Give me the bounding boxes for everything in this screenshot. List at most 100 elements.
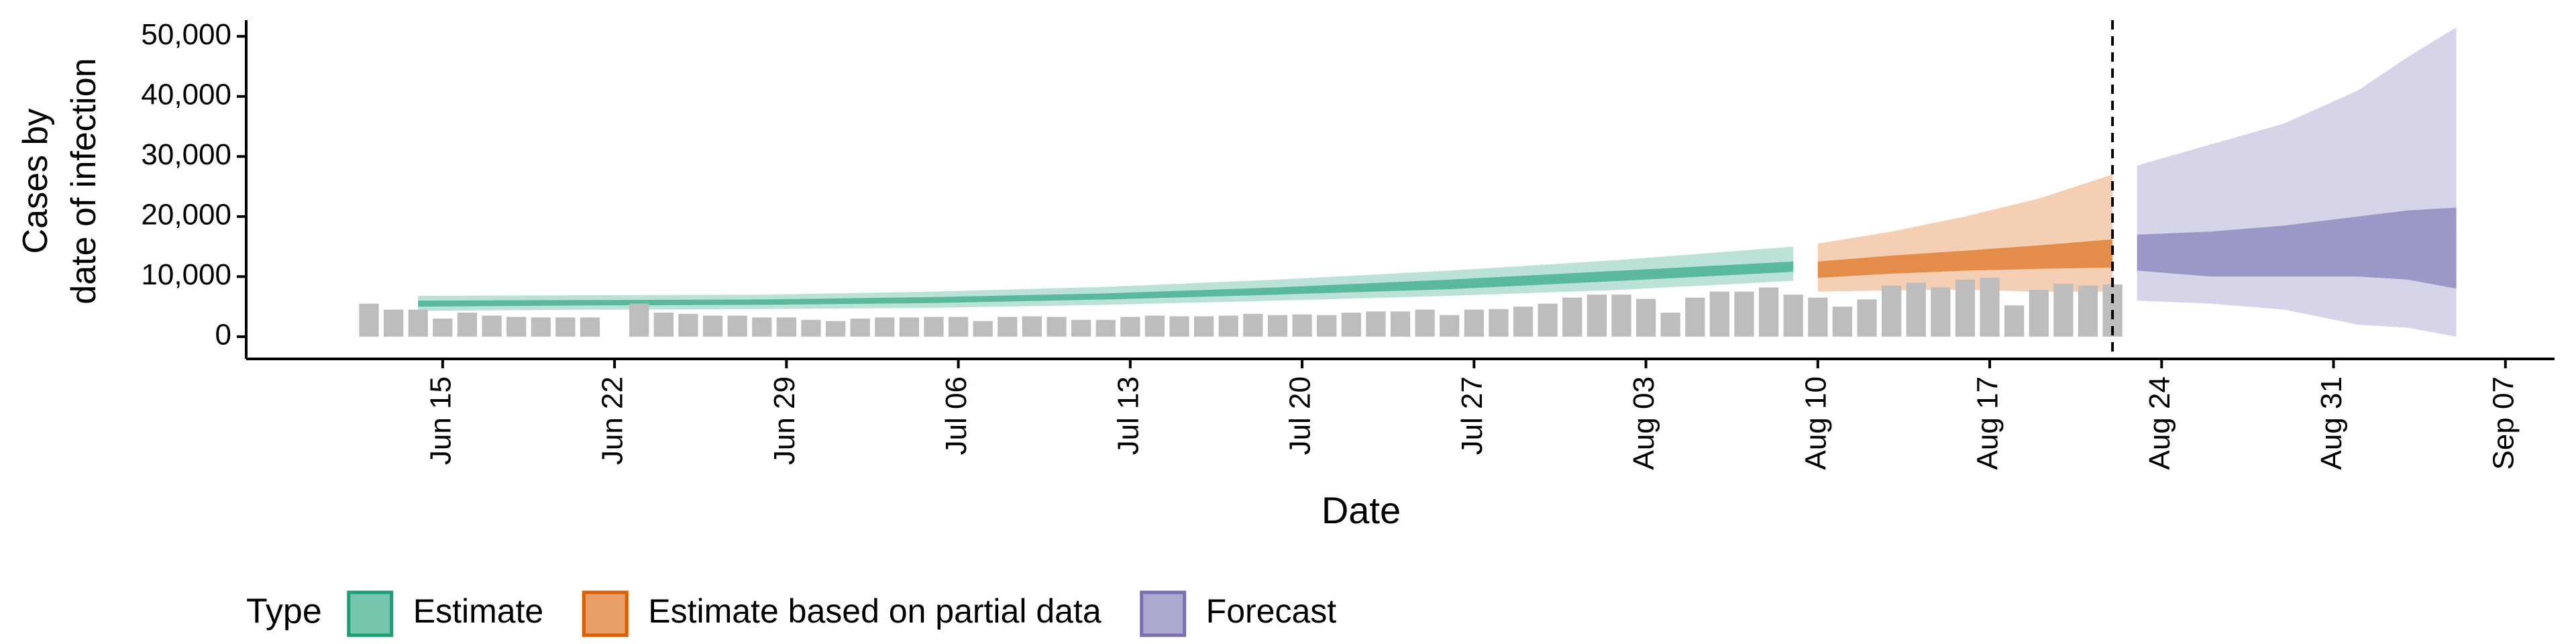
bar (973, 321, 993, 337)
bar (1758, 287, 1779, 337)
bar (875, 317, 895, 337)
bar (1071, 319, 1091, 337)
legend-key (1140, 590, 1187, 637)
ribbon-band (2137, 207, 2457, 289)
bar (1144, 315, 1165, 337)
bar (850, 319, 870, 337)
bar (531, 317, 551, 337)
bar (1660, 313, 1680, 337)
bar (1292, 314, 1312, 337)
bar (580, 317, 600, 337)
y-axis-title: Cases by (16, 109, 55, 254)
bar (433, 319, 453, 337)
bar (1120, 317, 1140, 337)
bar (825, 321, 846, 337)
bar (1194, 316, 1214, 337)
x-tick-label: Sep 07 (2487, 376, 2520, 470)
y-tick-label: 20,000 (141, 198, 231, 231)
legend-key (582, 590, 629, 637)
bar (1980, 278, 2000, 337)
legend-label: Estimate (413, 592, 544, 630)
x-tick-label: Aug 10 (1799, 376, 1832, 470)
bar (653, 313, 674, 337)
y-tick-label: 40,000 (141, 78, 231, 111)
bar (1243, 313, 1263, 337)
bar (924, 317, 944, 337)
bar (1955, 279, 1976, 337)
x-tick-label: Jul 27 (1456, 376, 1489, 455)
ribbon-band (418, 261, 1794, 307)
bar (1881, 285, 1902, 337)
y-tick-label: 10,000 (141, 258, 231, 291)
y-tick-label: 0 (215, 318, 231, 351)
bar (1022, 316, 1042, 337)
ribbon-band (418, 246, 1794, 311)
bar (1587, 294, 1607, 337)
bar (359, 303, 379, 337)
legend-label: Forecast (1206, 592, 1337, 630)
bar (457, 313, 478, 337)
bar (1783, 294, 1803, 337)
ribbon-band (2137, 27, 2457, 337)
bar (702, 315, 723, 337)
y-tick-label: 30,000 (141, 138, 231, 171)
bar (1635, 299, 1656, 337)
bar (1317, 315, 1337, 337)
bar (1095, 319, 1116, 337)
x-tick-label: Aug 24 (2143, 376, 2176, 470)
bar (1390, 311, 1411, 337)
bar (1538, 303, 1558, 337)
bar (1734, 291, 1754, 337)
bar (727, 315, 747, 337)
bar (1808, 297, 1828, 337)
bar (752, 317, 772, 337)
bar (1366, 311, 1386, 337)
bar (1685, 297, 1705, 337)
bar (1709, 291, 1730, 337)
bar (2078, 285, 2098, 337)
x-tick-label: Jul 20 (1284, 376, 1317, 455)
bar (801, 319, 821, 337)
legend-label: Estimate based on partial data (648, 592, 1102, 630)
bar (1832, 307, 1853, 337)
bar (1464, 309, 1484, 337)
bar (1267, 315, 1288, 337)
bar (2004, 305, 2025, 337)
bar (1931, 287, 1951, 337)
legend-key (347, 590, 394, 637)
x-tick-label: Aug 03 (1627, 376, 1660, 470)
bar (1169, 316, 1189, 337)
bar (2053, 284, 2074, 337)
bar (899, 317, 920, 337)
x-tick-label: Jun 22 (596, 376, 629, 465)
bar (1341, 313, 1361, 337)
bar (998, 317, 1018, 337)
bar (1906, 282, 1926, 337)
y-axis-title: date of infection (64, 58, 103, 304)
bar (629, 303, 649, 337)
bar (1562, 297, 1582, 337)
x-tick-label: Aug 31 (2315, 376, 2348, 470)
x-tick-label: Aug 17 (1972, 376, 2004, 470)
x-tick-label: Jun 15 (424, 376, 457, 465)
bar (1440, 315, 1460, 337)
bar (383, 309, 404, 337)
y-tick-label: 50,000 (141, 18, 231, 51)
bar (1489, 309, 1509, 337)
bar (555, 317, 576, 337)
bar (1513, 307, 1534, 337)
bar (1218, 315, 1238, 337)
bar (482, 315, 502, 337)
bar (1415, 309, 1435, 337)
legend-title: Type (246, 592, 322, 631)
x-axis-title: Date (1322, 489, 1401, 531)
x-tick-label: Jul 13 (1112, 376, 1144, 455)
x-tick-label: Jun 29 (768, 376, 801, 465)
bar (408, 309, 428, 337)
bar (1611, 294, 1631, 337)
bar (1857, 299, 1877, 337)
bar (776, 317, 796, 337)
bar (678, 313, 698, 337)
bar (1046, 317, 1067, 337)
